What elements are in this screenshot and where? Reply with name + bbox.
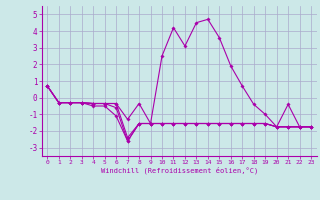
X-axis label: Windchill (Refroidissement éolien,°C): Windchill (Refroidissement éolien,°C) [100, 167, 258, 174]
